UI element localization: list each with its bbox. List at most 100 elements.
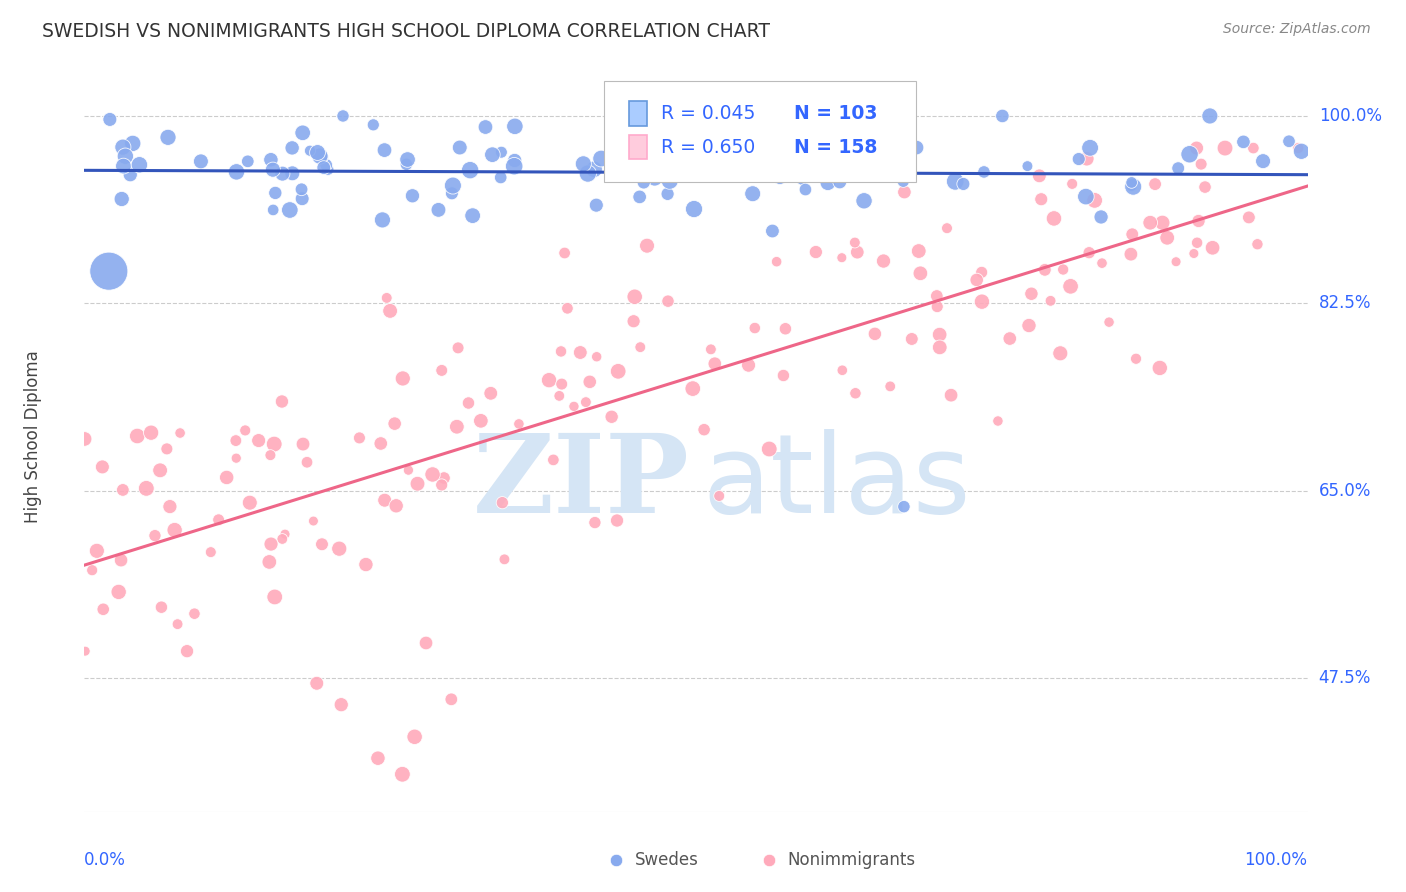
Point — [73, 432, 96, 446]
FancyBboxPatch shape — [628, 135, 647, 160]
Point — [307, 145, 329, 160]
Point — [1201, 241, 1223, 255]
Point — [111, 140, 134, 154]
Point — [260, 153, 283, 167]
Point — [110, 553, 132, 567]
Text: 100.0%: 100.0% — [1319, 107, 1382, 125]
Point — [1232, 135, 1254, 149]
Point — [312, 161, 335, 175]
Point — [1052, 262, 1074, 277]
Point — [1182, 246, 1205, 260]
Point — [943, 174, 966, 188]
Point — [225, 451, 247, 466]
Point — [1098, 315, 1121, 329]
Point — [135, 481, 157, 495]
Point — [1021, 286, 1043, 301]
Point — [683, 202, 706, 216]
Point — [406, 476, 429, 491]
Point — [391, 371, 413, 385]
Point — [623, 314, 645, 328]
Point — [1031, 192, 1053, 206]
Point — [489, 170, 512, 185]
Point — [987, 414, 1010, 428]
Point — [1078, 141, 1101, 155]
Point — [449, 140, 471, 154]
Point — [583, 162, 606, 177]
Point — [1139, 216, 1161, 230]
Point — [440, 186, 463, 201]
Point — [900, 332, 922, 346]
Point — [457, 396, 479, 410]
Point — [606, 514, 628, 528]
Point — [973, 165, 995, 179]
Point — [928, 327, 950, 342]
Point — [415, 636, 437, 650]
Point — [281, 141, 304, 155]
Point — [775, 322, 797, 336]
Point — [374, 493, 396, 508]
Point — [391, 767, 413, 781]
Point — [1067, 152, 1090, 166]
Point — [271, 532, 294, 546]
Point — [1039, 293, 1062, 308]
Point — [441, 178, 464, 193]
Point — [291, 126, 314, 140]
Point — [363, 118, 385, 132]
Point — [928, 340, 950, 354]
Point — [1121, 227, 1143, 242]
Point — [1187, 214, 1209, 228]
Point — [236, 154, 259, 169]
Point — [396, 463, 419, 477]
Point — [578, 375, 600, 389]
Point — [395, 157, 418, 171]
Text: 47.5%: 47.5% — [1319, 669, 1371, 687]
Point — [1049, 346, 1071, 360]
Point — [1078, 245, 1101, 260]
Point — [481, 147, 503, 161]
Point — [591, 152, 613, 166]
Text: 65.0%: 65.0% — [1319, 482, 1371, 500]
Point — [1198, 109, 1220, 123]
Point — [893, 185, 915, 199]
Point — [491, 496, 513, 510]
Point — [82, 563, 104, 577]
Point — [433, 471, 456, 485]
Point — [97, 264, 120, 278]
Point — [936, 221, 959, 235]
Point — [259, 555, 281, 569]
Point — [159, 500, 181, 514]
Point — [761, 224, 783, 238]
Point — [804, 245, 827, 260]
Point — [233, 424, 256, 438]
Point — [733, 155, 755, 169]
Point — [311, 537, 333, 551]
Point — [121, 136, 143, 151]
Point — [828, 158, 851, 172]
Point — [562, 400, 585, 414]
Point — [349, 431, 371, 445]
Point — [1164, 254, 1187, 268]
Point — [278, 202, 301, 217]
Point — [852, 152, 875, 166]
Point — [772, 368, 794, 383]
Point — [149, 463, 172, 477]
Point — [1125, 351, 1147, 366]
Point — [1278, 134, 1301, 148]
Point — [744, 321, 766, 335]
Point — [404, 730, 426, 744]
Point — [111, 192, 134, 206]
Point — [846, 245, 869, 260]
Point — [657, 294, 679, 309]
Point — [1246, 237, 1268, 252]
Point — [1189, 157, 1212, 171]
Point — [1152, 216, 1174, 230]
Point — [607, 364, 630, 378]
Point — [183, 607, 205, 621]
Point — [239, 496, 262, 510]
Point — [292, 437, 315, 451]
Point — [494, 552, 516, 566]
Point — [1144, 177, 1167, 191]
Point — [538, 373, 561, 387]
Point — [709, 489, 731, 503]
Point — [657, 186, 679, 201]
